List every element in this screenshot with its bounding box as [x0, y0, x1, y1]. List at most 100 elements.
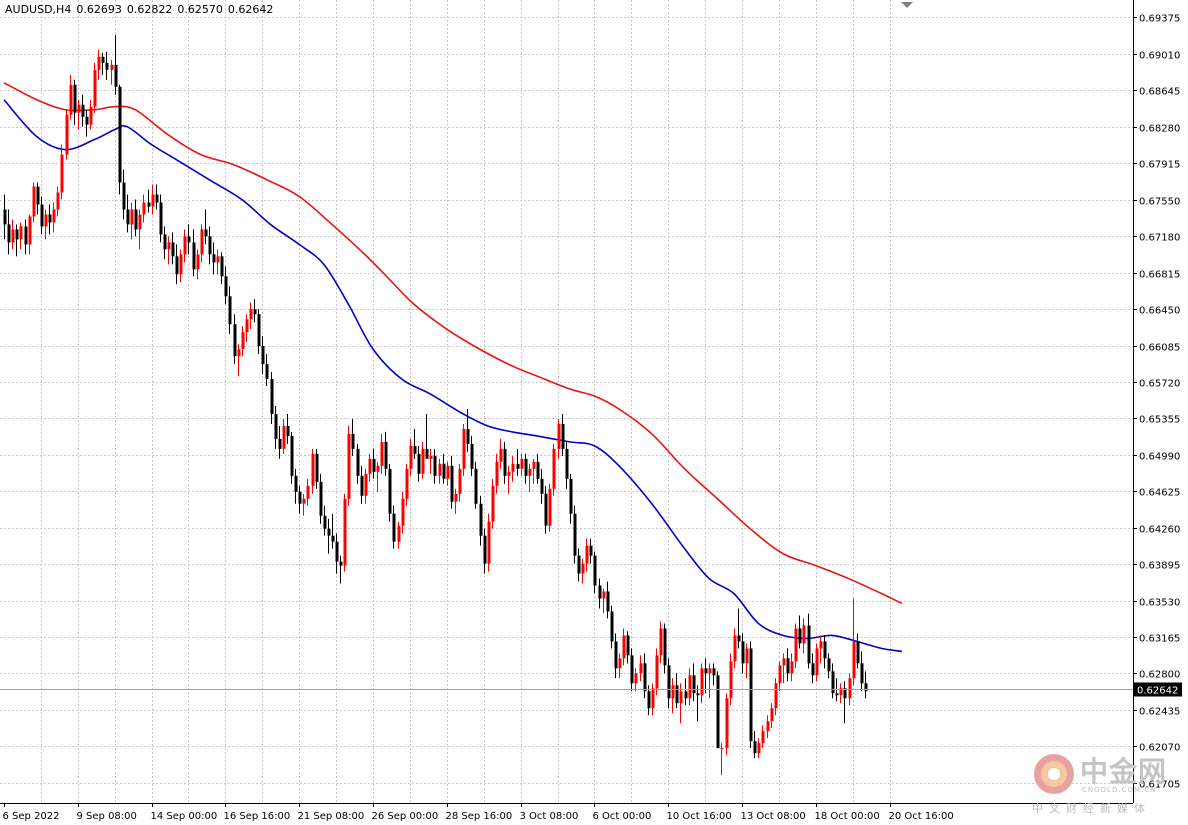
candle-body [761, 731, 765, 744]
candle-bull [729, 653, 733, 706]
candle-body [48, 214, 52, 223]
candle-body [688, 675, 692, 699]
candle-body [823, 641, 827, 659]
candle-bear [831, 663, 835, 699]
candle-body [618, 658, 622, 669]
candle-body [835, 693, 839, 696]
y-tick-label: 0.66450 [1139, 306, 1180, 317]
candle-bull [462, 423, 466, 476]
candle-body [224, 276, 228, 297]
candle-bear [48, 204, 52, 235]
candle-body [720, 748, 724, 750]
candle-body [65, 114, 69, 155]
y-tick-label: 0.67915 [1139, 160, 1180, 171]
candle-body [425, 448, 429, 459]
candle-body [134, 209, 138, 230]
candle-body [606, 591, 610, 612]
candle-bear [807, 613, 811, 669]
candle-body [421, 448, 425, 474]
candle-bear [811, 653, 815, 684]
candle-bull [65, 109, 69, 160]
candle-body [544, 493, 548, 526]
candle-body [749, 648, 753, 742]
candle-body [643, 663, 647, 692]
candle-body [3, 209, 7, 225]
current-price-box [1134, 682, 1182, 697]
candle-bear [577, 548, 581, 582]
candle-body [315, 453, 319, 482]
candle-bear [647, 685, 651, 716]
candle-body [507, 471, 511, 476]
candle-body [327, 528, 331, 536]
candle-body [729, 661, 733, 699]
candle-bear [643, 653, 647, 699]
candle-bull [548, 483, 552, 532]
candle-body [228, 296, 232, 325]
candle-body [757, 743, 761, 754]
candle-bear [265, 354, 269, 387]
candle-bear [126, 194, 130, 233]
candle-body [712, 668, 716, 676]
candle-body [339, 561, 343, 566]
candle-body [479, 503, 483, 536]
candle-body [794, 628, 798, 662]
candle-body [77, 104, 81, 113]
candle-bear [823, 635, 827, 669]
candle-bull [343, 493, 347, 572]
candle-body [524, 458, 528, 476]
candle-body [52, 209, 56, 223]
candle-body [856, 641, 860, 664]
candle-body [392, 513, 396, 542]
candle-bear [315, 448, 319, 489]
candle-body [454, 493, 458, 502]
candle-body [364, 473, 368, 496]
candle-bear [433, 448, 437, 484]
candle-bear [856, 633, 860, 669]
candle-body [89, 106, 93, 125]
candle-body [557, 423, 561, 449]
y-tick-label: 0.65720 [1139, 379, 1180, 390]
candle-body [647, 691, 651, 709]
y-tick-label: 0.65355 [1139, 415, 1180, 426]
candle-body [774, 683, 778, 709]
candle-bear [290, 431, 294, 484]
candle-bull [552, 443, 556, 496]
candle-body [593, 555, 597, 586]
candle-bull [766, 715, 770, 739]
candle-bull [659, 621, 663, 664]
candle-bear [253, 299, 257, 323]
candle-body [573, 513, 577, 556]
candle-bear [261, 336, 265, 375]
y-tick-label: 0.62800 [1139, 670, 1180, 681]
candle-bear [270, 372, 274, 424]
candle-bull [757, 738, 761, 759]
candle-body [561, 423, 565, 449]
candle-body [118, 86, 122, 183]
candle-body [503, 448, 507, 476]
candle-body [294, 475, 298, 492]
candle-bull [376, 461, 380, 492]
candle-body [831, 671, 835, 694]
candles [3, 34, 868, 776]
candle-body [151, 194, 155, 207]
candle-body [827, 658, 831, 672]
candle-body [163, 234, 167, 250]
candle-body [663, 628, 667, 666]
candle-body [73, 84, 77, 113]
candle-bull [581, 558, 585, 584]
candle-body [520, 458, 524, 469]
candle-bear [392, 505, 396, 549]
candle-body [19, 226, 23, 240]
candle-body [798, 628, 802, 644]
candle-body [417, 453, 421, 474]
candle-bull [138, 209, 142, 250]
candle-body [319, 481, 323, 516]
candle-body [380, 441, 384, 466]
candle-bull [491, 478, 495, 529]
candle-bear [24, 219, 28, 255]
candle-bear [220, 252, 224, 285]
candle-bull [401, 491, 405, 534]
candle-bear [233, 314, 237, 365]
candle-bear [561, 413, 565, 456]
